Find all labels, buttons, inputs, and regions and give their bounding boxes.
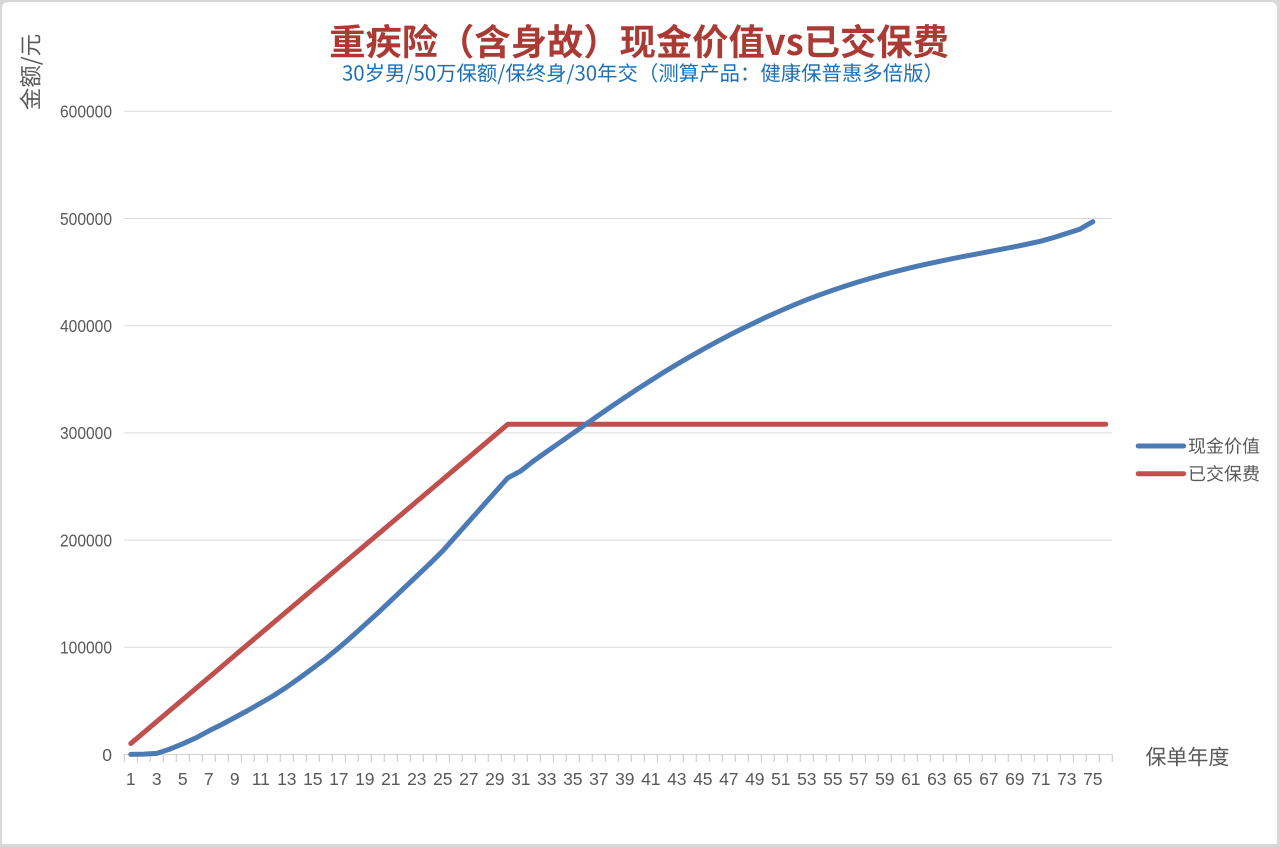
svg-text:17: 17 — [329, 769, 348, 789]
svg-text:45: 45 — [693, 769, 712, 789]
svg-text:5: 5 — [178, 769, 188, 789]
svg-text:41: 41 — [641, 769, 660, 789]
svg-text:43: 43 — [667, 769, 686, 789]
svg-text:39: 39 — [615, 769, 634, 789]
svg-text:19: 19 — [355, 769, 374, 789]
svg-text:53: 53 — [797, 769, 816, 789]
svg-text:0: 0 — [102, 745, 112, 765]
svg-text:57: 57 — [849, 769, 868, 789]
svg-text:73: 73 — [1057, 769, 1076, 789]
svg-text:29: 29 — [485, 769, 504, 789]
svg-text:61: 61 — [901, 769, 920, 789]
svg-text:100000: 100000 — [60, 638, 112, 658]
svg-text:65: 65 — [953, 769, 972, 789]
svg-text:500000: 500000 — [60, 209, 112, 229]
svg-text:1: 1 — [126, 769, 136, 789]
svg-text:15: 15 — [303, 769, 322, 789]
svg-text:51: 51 — [771, 769, 790, 789]
svg-text:47: 47 — [719, 769, 738, 789]
svg-text:11: 11 — [252, 769, 270, 789]
svg-text:71: 71 — [1031, 769, 1050, 789]
svg-text:31: 31 — [511, 769, 530, 789]
svg-text:7: 7 — [204, 769, 214, 789]
svg-text:9: 9 — [230, 769, 240, 789]
svg-text:63: 63 — [927, 769, 946, 789]
svg-text:3: 3 — [152, 769, 162, 789]
svg-text:25: 25 — [433, 769, 452, 789]
svg-text:27: 27 — [459, 769, 478, 789]
svg-text:75: 75 — [1083, 769, 1102, 789]
svg-text:400000: 400000 — [60, 316, 112, 336]
svg-text:33: 33 — [537, 769, 556, 789]
svg-text:67: 67 — [979, 769, 998, 789]
svg-text:21: 21 — [381, 769, 400, 789]
svg-text:37: 37 — [589, 769, 608, 789]
svg-text:59: 59 — [875, 769, 894, 789]
svg-text:35: 35 — [563, 769, 582, 789]
svg-text:13: 13 — [277, 769, 296, 789]
svg-text:200000: 200000 — [60, 530, 112, 550]
svg-text:69: 69 — [1005, 769, 1024, 789]
svg-text:55: 55 — [823, 769, 842, 789]
svg-text:300000: 300000 — [60, 423, 112, 443]
svg-text:23: 23 — [407, 769, 426, 789]
svg-text:49: 49 — [745, 769, 764, 789]
svg-text:600000: 600000 — [60, 102, 112, 122]
